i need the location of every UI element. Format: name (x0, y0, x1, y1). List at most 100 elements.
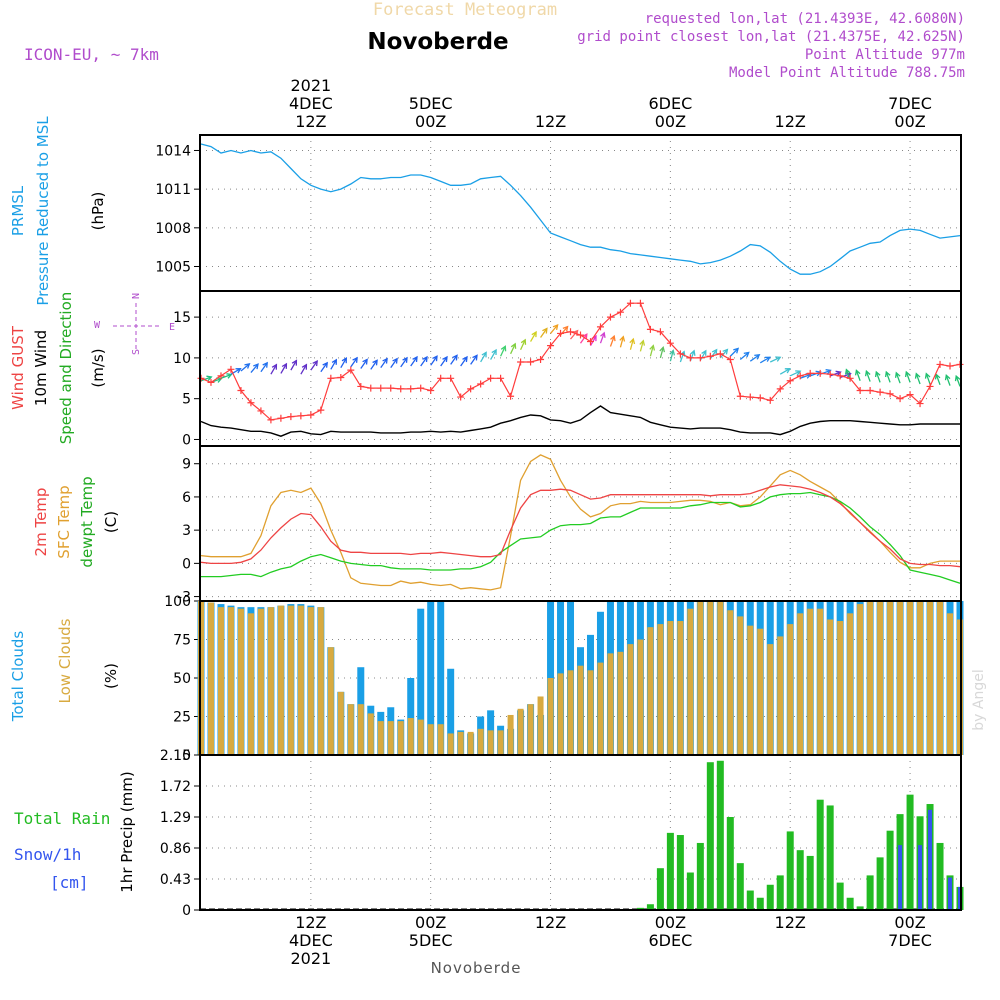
wind-arrow-head (619, 335, 626, 342)
rain-bar (876, 857, 884, 910)
x-tick-label-bottom: 2021 (290, 949, 331, 968)
clouds-unit: (%) (102, 663, 120, 689)
wind-direction-arrow (320, 362, 328, 373)
rain-bar (686, 872, 694, 910)
gust-marker (427, 387, 435, 395)
wind-direction-arrow (290, 360, 297, 371)
point-altitude: Point Altitude 977m (805, 47, 965, 63)
low-cloud-bar (757, 628, 764, 755)
gust-marker (527, 358, 535, 366)
wind-direction-arrow (430, 355, 438, 366)
low-cloud-bar (907, 601, 914, 755)
wind-direction-arrow (769, 356, 781, 363)
y-tick-label: 6 (182, 490, 191, 506)
gust-marker (507, 392, 515, 400)
wind-direction-arrow (579, 333, 588, 344)
wind-panel: Wind GUST 10m Wind Speed and Direction (… (9, 290, 964, 448)
wind-arrow-head (600, 331, 606, 338)
gust-marker (696, 354, 704, 362)
wind-direction-arrow (250, 363, 259, 373)
snow-label: Snow/1h (14, 845, 81, 864)
gust-marker (497, 374, 505, 382)
wind-arrow-head (462, 355, 468, 363)
wind-arrow-head (743, 351, 750, 358)
y-tick-label: 3 (182, 523, 191, 539)
snow-bar (918, 845, 923, 910)
pressure-panel: PRMSL Pressure Reduced to MSL (hPa) 1005… (9, 116, 962, 306)
y-tick-label: 2.15 (160, 748, 191, 764)
low-cloud-bar (717, 601, 724, 755)
low-cloud-bar (367, 713, 374, 755)
gust-marker (557, 329, 565, 337)
low-cloud-bar (937, 601, 944, 755)
x-tick-label-bottom: 12Z (535, 913, 566, 932)
gust-marker (307, 411, 315, 419)
low-cloud-bar (667, 621, 674, 755)
wind-arrow-head (281, 362, 288, 369)
wind-direction-arrow (709, 349, 718, 360)
x-tick-label-bottom: 00Z (894, 913, 925, 932)
gust-marker (487, 374, 495, 382)
wind-arrow-head (362, 358, 368, 365)
gust-marker (656, 328, 664, 336)
wind-direction-arrow (450, 355, 458, 365)
wind-arrow-head (924, 372, 931, 379)
rain-bar (776, 875, 784, 910)
rain-bar (886, 830, 894, 910)
grid-point-lonlat: grid point closest lon,lat (21.4375E, 42… (577, 29, 965, 45)
low-cloud-bar (487, 730, 494, 755)
wind-arrow-head (934, 373, 941, 380)
gust-marker (826, 370, 834, 378)
wind-arrow-head (392, 357, 398, 364)
wind-direction-arrow (689, 350, 695, 362)
direction-s-label: S (131, 349, 142, 355)
wind-arrow-head (795, 370, 802, 376)
gust-marker (577, 331, 584, 339)
low-cloud-bar (427, 724, 434, 755)
wind-arrow-head (341, 357, 347, 364)
wind-arrow-head (764, 356, 771, 362)
direction-w-label: W (94, 320, 101, 331)
wind-frame (199, 290, 962, 447)
y-tick-label: 1005 (155, 260, 191, 276)
chart-subtitle: Forecast Meteogram (373, 0, 557, 20)
low-cloud-bar (307, 607, 314, 755)
wind-arrow-head (722, 348, 729, 355)
gust-marker (606, 313, 614, 321)
rain-bar (786, 831, 794, 910)
wind-direction-arrow (895, 372, 901, 384)
wind-direction-arrow (550, 324, 559, 334)
wind-arrow-head (352, 356, 358, 363)
low-cloud-bar (747, 625, 754, 755)
total-cloud-bar (437, 601, 445, 755)
credit-label: by Angel (971, 669, 987, 730)
wind-direction-arrow (390, 358, 398, 369)
wind-arrow-head (552, 323, 559, 331)
y-tick-label: 1.72 (160, 779, 191, 795)
gust-marker (297, 412, 305, 420)
gust-marker (866, 387, 874, 395)
wind-arrow-head (754, 354, 761, 360)
gust-marker (287, 413, 295, 421)
low-cloud-bar (407, 718, 414, 755)
total-cloud-bar (427, 601, 435, 755)
low-cloud-bar (377, 721, 384, 755)
wind-arrow-head (491, 348, 497, 356)
y-tick-label: 1.29 (160, 810, 191, 826)
low-cloud-bar (287, 605, 294, 755)
pressure-ylabel-2: Pressure Reduced to MSL (34, 116, 52, 306)
pressure-ylabel-1: PRMSL (9, 185, 27, 236)
model-point-altitude: Model Point Altitude 788.75m (729, 65, 965, 81)
wind-arrow-head (244, 363, 251, 369)
y-tick-label: 9 (182, 457, 191, 473)
gust-marker (776, 385, 784, 393)
low-cloud-bar (467, 731, 474, 755)
wind-direction-arrow (540, 328, 548, 338)
low-cloud-bar (707, 601, 714, 755)
chart-title: Novoberde (367, 29, 508, 55)
low-cloud-bar (697, 601, 704, 755)
low-cloud-bar (847, 613, 854, 755)
wind-direction-arrow (649, 345, 654, 357)
gust-marker (686, 354, 694, 362)
